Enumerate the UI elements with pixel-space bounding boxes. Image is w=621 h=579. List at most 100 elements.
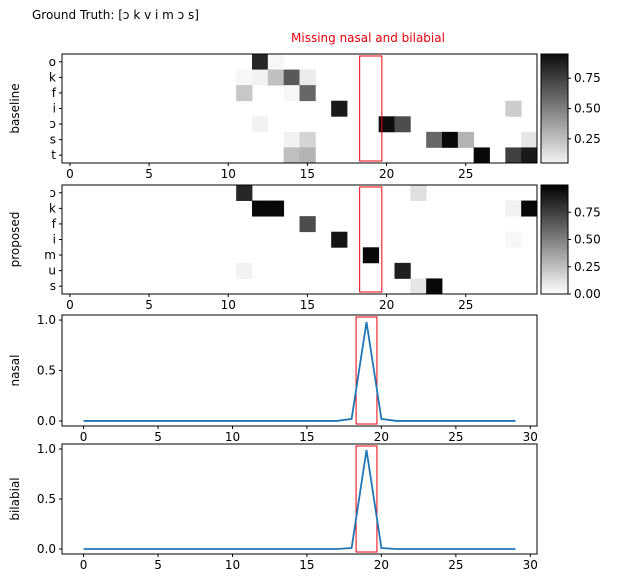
x-tick-label: 30 [523,430,538,444]
x-tick-label: 5 [154,558,162,572]
y-tick-label: 1.0 [37,313,56,327]
x-tick-label: 20 [374,558,389,572]
line-panel-nasal: 0 5 10 15 20 25 30 0.0 0.5 1.0 nasal [8,313,538,444]
heatmap-cell [283,69,300,86]
y-axis-label: proposed [8,212,22,268]
heatmap-cell [505,147,522,164]
heatmap-cell [252,69,269,86]
x-tick-label: 20 [374,430,389,444]
heatmap-cell [283,85,300,102]
heatmap-cell [521,131,538,148]
y-tick-label: t [51,148,56,162]
heatmap-cell [283,147,300,164]
x-tick-label: 15 [299,558,314,572]
colorbar-tick-label: 0.00 [574,287,601,301]
line-panel-bilabial: 0 5 10 15 20 25 30 0.0 0.5 1.0 bilabial [8,442,538,572]
heatmap-cell [299,85,316,102]
figure-title: Ground Truth: [ɔ k v i m ɔ s] [32,8,199,22]
colorbar-tick-label: 0.75 [574,205,601,219]
heatmap-cell [473,147,490,164]
x-tick-label: 25 [458,167,473,181]
heatmap-cell [442,131,459,148]
heatmap-cell [331,231,348,248]
y-tick-label: k [49,70,56,84]
heatmap-cell [521,147,538,164]
y-tick-label: i [53,102,56,116]
heatmap-cell [267,69,285,86]
heatmap-cell [299,69,316,86]
y-tick-label: s [50,133,56,147]
y-tick-label: s [50,279,56,293]
y-tick-label: i [53,233,56,247]
x-tick-label: 15 [299,430,314,444]
x-tick-label: 5 [154,430,162,444]
heatmap-cell [267,54,285,70]
heatmap-cell [457,131,475,148]
heatmap-cell [299,131,316,148]
x-tick-label: 0 [66,298,74,312]
heatmap-cell [267,200,285,217]
x-tick-label: 0 [80,430,88,444]
y-tick-label: 0.0 [37,542,56,556]
heatmap-cell [378,116,395,133]
heatmap-cell [426,131,443,148]
y-axis-label: nasal [8,355,22,387]
heatmap-cell [236,185,253,201]
x-tick-label: 10 [225,430,240,444]
heatmap-bg [62,185,537,294]
heatmap-cell [299,216,316,233]
x-tick-label: 15 [300,167,315,181]
heatmap-cell [394,116,411,133]
heatmap-cell [505,200,522,217]
x-tick-label: 5 [145,167,153,181]
heatmap-cell [362,247,380,264]
y-tick-label: u [48,264,56,278]
heatmap-cell [394,262,411,279]
y-axis-label: bilabial [8,477,22,520]
x-tick-label: 0 [80,558,88,572]
y-tick-label: 0.5 [37,492,56,506]
y-tick-label: 1.0 [37,442,56,456]
x-tick-label: 5 [145,298,153,312]
colorbar-tick-label: 0.25 [574,132,601,146]
y-tick-label: k [49,201,56,215]
highlight-box [359,55,383,162]
heatmap-cell [283,131,300,148]
heatmap-cell [236,262,253,279]
highlight-box [359,186,383,293]
y-tick-label: ɔ [49,186,56,200]
series-line [83,449,516,550]
highlight-box [355,445,378,553]
colorbar [540,184,569,295]
missing-annotation: Missing nasal and bilabial [291,31,445,45]
y-tick-label: f [52,86,57,100]
axes-frame [61,443,538,555]
heatmap-cell [410,278,427,295]
heatmap-cell [252,200,269,217]
y-axis-label: baseline [8,83,22,133]
colorbar [540,53,569,164]
heatmap-cell [236,69,253,86]
colorbar-tick-label: 0.50 [574,233,601,247]
heatmap-cell [331,100,348,117]
x-tick-label: 25 [458,298,473,312]
x-tick-label: 10 [225,558,240,572]
x-tick-label: 10 [221,167,236,181]
colorbar-tick-label: 0.25 [574,260,601,274]
x-tick-label: 30 [523,558,538,572]
x-tick-label: 25 [448,430,463,444]
y-tick-label: 0.0 [37,414,56,428]
y-tick-label: o [49,55,56,69]
y-tick-label: m [44,248,56,262]
heatmap-cell [236,85,253,102]
heatmap-cell [299,147,316,164]
y-tick-label: 0.5 [37,364,56,378]
x-tick-label: 20 [379,167,394,181]
colorbar-tick-label: 0.75 [574,71,601,85]
y-tick-label: f [52,217,57,231]
y-tick-label: ɔ [49,117,56,131]
x-tick-label: 20 [379,298,394,312]
highlight-box [355,316,378,425]
